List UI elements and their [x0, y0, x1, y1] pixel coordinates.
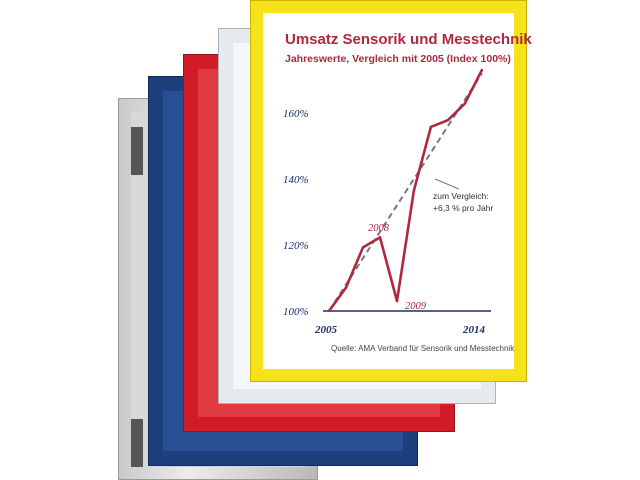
data-point [463, 102, 467, 105]
data-point [395, 299, 399, 303]
chart-source: Quelle: AMA Verband für Sensorik und Mes… [331, 344, 515, 353]
chart-subtitle: Jahreswerte, Vergleich mit 2005 (Index 1… [285, 53, 511, 65]
yellow-frame: Umsatz Sensorik und Messtechnik Jahreswe… [250, 0, 532, 382]
annotation-2008: 2008 [368, 223, 390, 234]
chart-title: Umsatz Sensorik und Messtechnik [285, 31, 532, 48]
frame-clip [131, 419, 143, 467]
annotation-pointer [434, 178, 460, 190]
y-tick-label: 100% [283, 306, 309, 318]
data-point [480, 68, 484, 72]
x-tick-label: 2005 [314, 324, 338, 336]
annotation-2009: 2009 [405, 301, 427, 312]
y-tick-label: 140% [283, 174, 309, 186]
line-chart: 100% 120% 140% 160% 2005 2014 2008 2009 … [283, 68, 493, 336]
y-tick-label: 160% [283, 108, 309, 120]
frame-clip [131, 127, 143, 175]
chart-sheet: Umsatz Sensorik und Messtechnik Jahreswe… [263, 13, 532, 369]
trend-annotation-line1: zum Vergleich: [433, 191, 489, 201]
data-point [412, 189, 416, 192]
data-point [344, 286, 348, 289]
data-point [378, 236, 382, 239]
data-point [446, 119, 450, 122]
trend-annotation-line2: +6,3 % pro Jahr [433, 203, 493, 213]
revenue-series-line [327, 69, 484, 312]
y-tick-label: 120% [283, 240, 309, 252]
data-point [361, 246, 365, 249]
data-point [429, 125, 433, 129]
data-point [327, 309, 331, 313]
revenue-series-points [327, 68, 484, 313]
x-tick-label: 2014 [462, 324, 486, 336]
